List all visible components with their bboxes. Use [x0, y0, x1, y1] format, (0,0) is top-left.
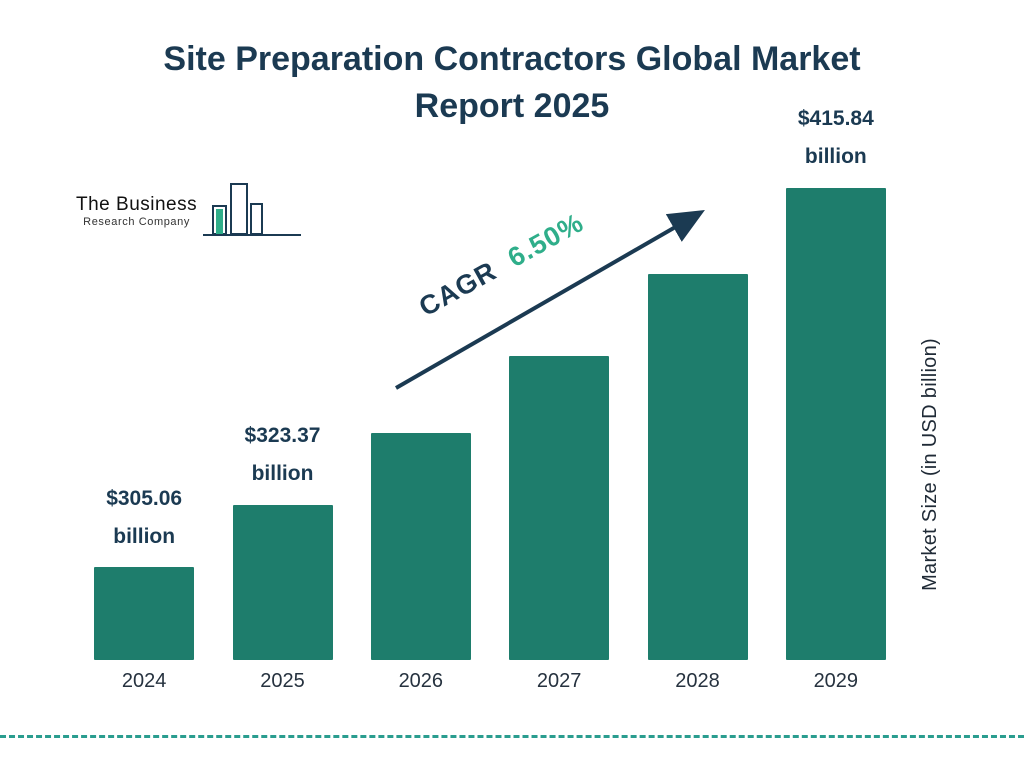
bar-2026 [370, 432, 471, 660]
bar-2027 [509, 355, 610, 660]
value-label-2024: $305.06 billion [106, 486, 183, 548]
logo: The Business Research Company [76, 180, 303, 242]
value-label-2029: $415.84 billion [797, 107, 874, 169]
plot-area: 2024 2025 2026 2027 2028 2029 $305.06 billion $3… [75, 107, 905, 692]
x-tick-2029: 2029 [813, 670, 859, 692]
bottom-dashed-line [0, 735, 1024, 738]
bar-2028 [647, 274, 748, 660]
bar-2025 [232, 504, 333, 660]
x-tick-2026: 2026 [398, 670, 444, 692]
x-tick-2028: 2028 [675, 670, 720, 692]
logo-bars-icon [203, 183, 302, 236]
x-tick-2024: 2024 [121, 670, 167, 692]
bar-2024 [94, 567, 195, 660]
logo-name: The Business [76, 194, 198, 215]
y-axis-title: Market Size (in USD billion) [919, 338, 941, 591]
logo-subname: Research Company [83, 216, 190, 228]
value-label-2025: $323.37 billion [244, 424, 321, 485]
bar-2029 [785, 187, 886, 660]
page-title: Site Preparation Contractors Global Mark… [163, 40, 861, 125]
x-tick-2025: 2025 [260, 670, 305, 692]
x-tick-2027: 2027 [536, 670, 582, 692]
logo-text: The Business Research Company [76, 194, 197, 242]
